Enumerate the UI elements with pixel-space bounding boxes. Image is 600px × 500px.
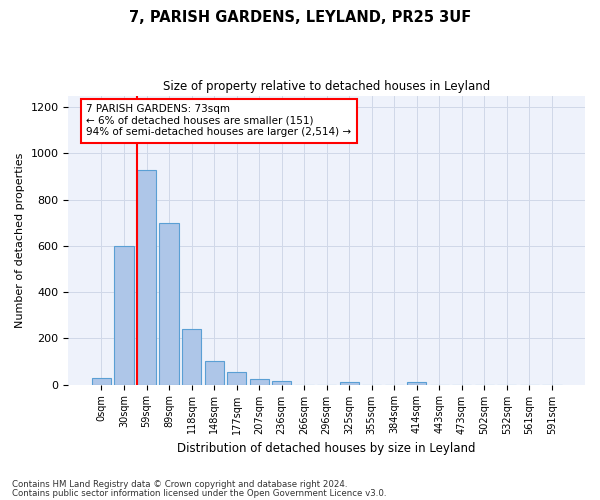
X-axis label: Distribution of detached houses by size in Leyland: Distribution of detached houses by size … bbox=[178, 442, 476, 455]
Text: 7 PARISH GARDENS: 73sqm
← 6% of detached houses are smaller (151)
94% of semi-de: 7 PARISH GARDENS: 73sqm ← 6% of detached… bbox=[86, 104, 352, 138]
Bar bbox=[160, 222, 179, 384]
Title: Size of property relative to detached houses in Leyland: Size of property relative to detached ho… bbox=[163, 80, 490, 93]
Bar bbox=[272, 381, 291, 384]
Bar bbox=[250, 379, 269, 384]
Text: Contains public sector information licensed under the Open Government Licence v3: Contains public sector information licen… bbox=[12, 489, 386, 498]
Y-axis label: Number of detached properties: Number of detached properties bbox=[15, 152, 25, 328]
Text: 7, PARISH GARDENS, LEYLAND, PR25 3UF: 7, PARISH GARDENS, LEYLAND, PR25 3UF bbox=[129, 10, 471, 25]
Bar bbox=[227, 372, 246, 384]
Bar bbox=[137, 170, 156, 384]
Bar bbox=[205, 362, 224, 384]
Bar bbox=[92, 378, 111, 384]
Bar bbox=[115, 246, 134, 384]
Text: Contains HM Land Registry data © Crown copyright and database right 2024.: Contains HM Land Registry data © Crown c… bbox=[12, 480, 347, 489]
Bar bbox=[407, 382, 427, 384]
Bar bbox=[340, 382, 359, 384]
Bar bbox=[182, 329, 201, 384]
